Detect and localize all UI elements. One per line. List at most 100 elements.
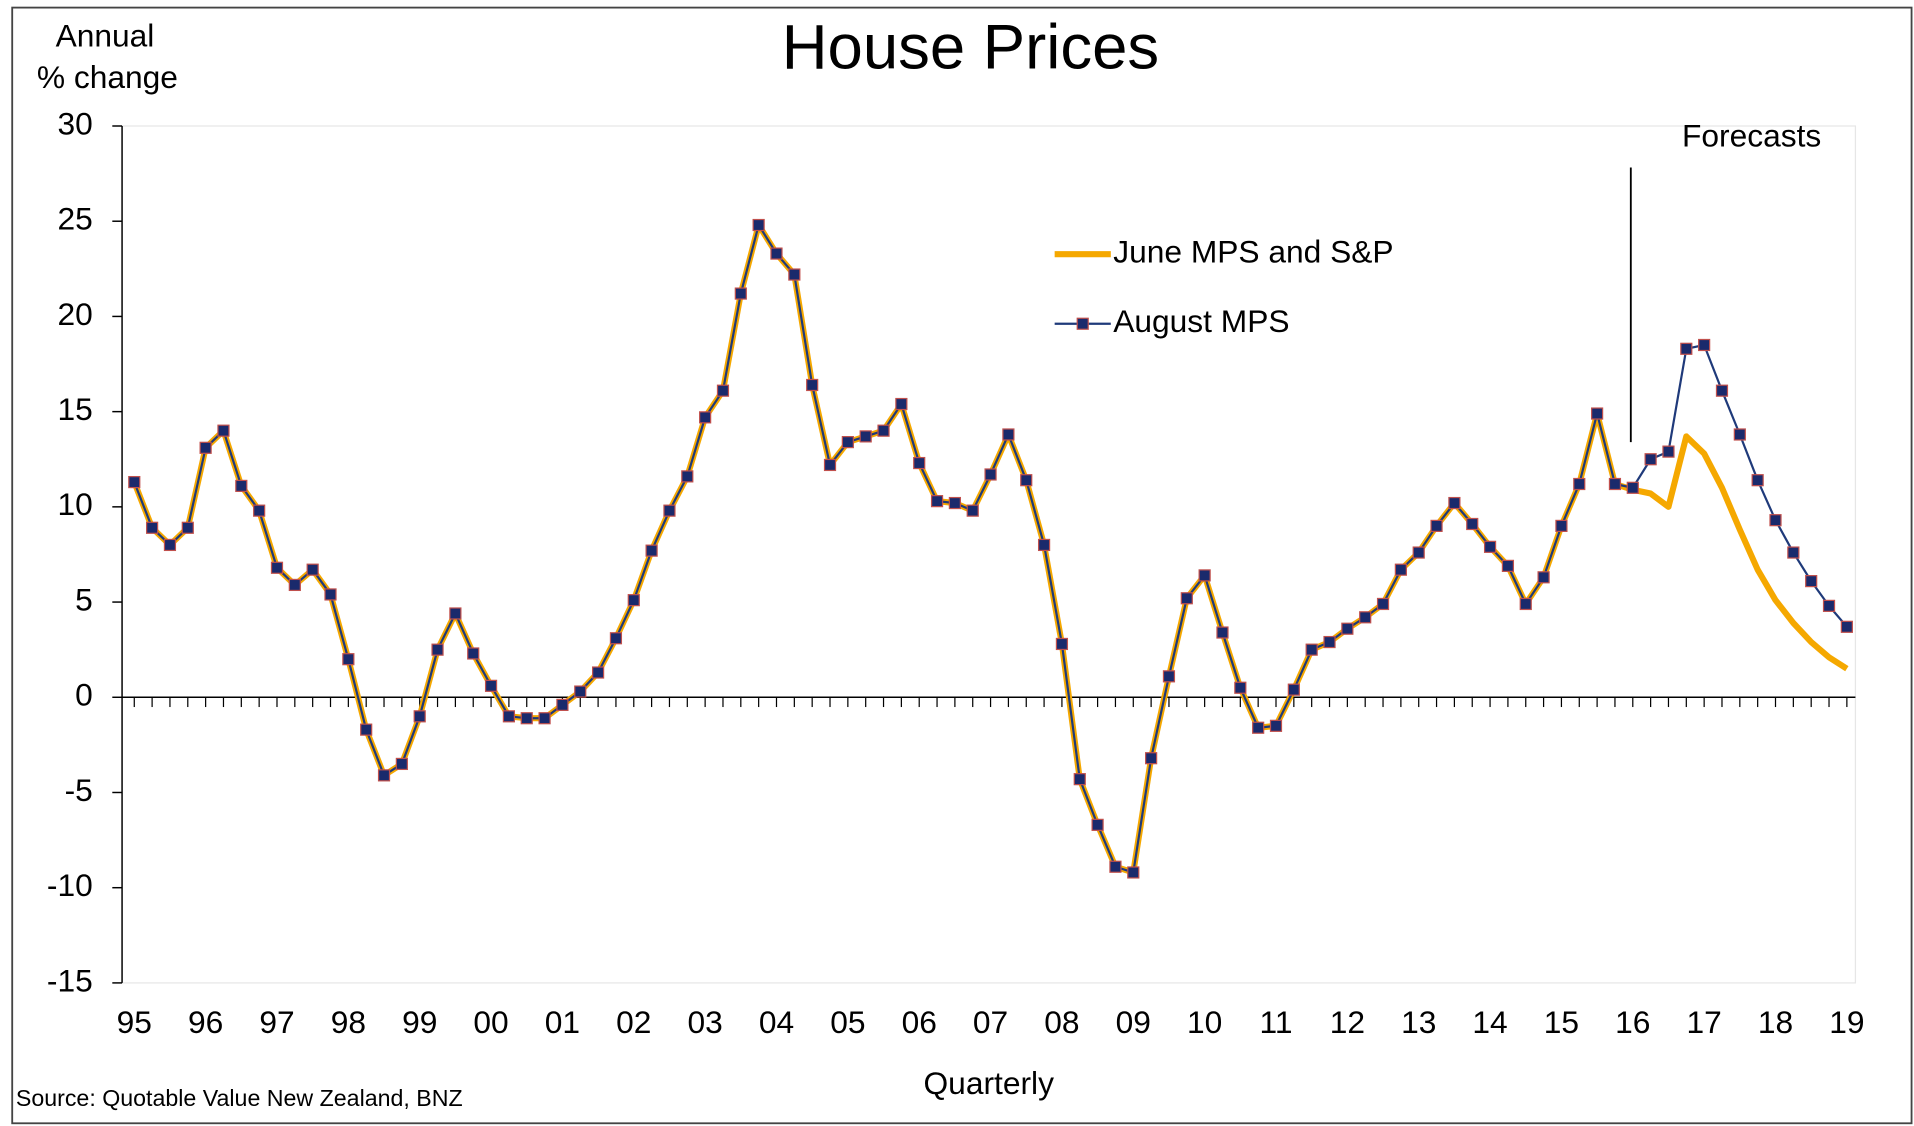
data-point	[663, 504, 676, 517]
x-tick-label: 10	[1187, 1004, 1222, 1040]
y-axis-label: Annual	[56, 17, 155, 53]
data-point	[966, 504, 979, 517]
data-point	[270, 561, 284, 574]
x-tick-label: 13	[1401, 1004, 1436, 1040]
x-tick-label: 19	[1829, 1004, 1864, 1040]
data-point	[1573, 477, 1586, 491]
data-point	[1519, 597, 1532, 611]
x-tick-label: 11	[1260, 1004, 1293, 1040]
y-tick-label: 30	[57, 105, 92, 141]
data-point	[235, 479, 248, 493]
data-point	[841, 436, 854, 449]
data-point	[1591, 407, 1604, 420]
data-point	[431, 643, 444, 656]
y-tick-label: 20	[57, 296, 92, 332]
data-point	[467, 647, 480, 660]
data-point	[1305, 643, 1318, 656]
data-point	[930, 495, 944, 508]
legend-marker	[1076, 317, 1089, 330]
data-point	[1376, 597, 1390, 611]
data-point	[217, 424, 230, 437]
data-point	[1198, 569, 1211, 582]
data-point	[306, 563, 319, 576]
source-note: Source: Quotable Value New Zealand, BNZ	[16, 1085, 463, 1111]
data-point	[591, 666, 605, 679]
data-point	[1466, 517, 1479, 531]
y-tick-label: -15	[47, 962, 93, 998]
data-point	[128, 475, 141, 489]
data-point	[1555, 519, 1568, 532]
data-point	[1180, 592, 1193, 605]
y-tick-label: 15	[57, 391, 92, 427]
data-point	[1840, 620, 1853, 633]
data-point	[1733, 428, 1746, 441]
data-point	[627, 594, 640, 607]
data-point	[324, 588, 337, 601]
y-tick-label: 10	[57, 486, 92, 522]
data-point	[823, 458, 837, 472]
data-point	[360, 723, 373, 736]
annotation: Forecasts	[1682, 118, 1821, 154]
y-tick-label: -10	[47, 867, 93, 903]
data-point	[1287, 683, 1300, 696]
data-point	[984, 468, 997, 481]
data-point	[716, 384, 730, 397]
data-point	[1127, 866, 1140, 879]
x-tick-label: 08	[1044, 1004, 1079, 1040]
data-point	[1216, 626, 1229, 639]
data-point	[1448, 496, 1461, 510]
data-point	[556, 698, 569, 711]
y-tick-label: 5	[75, 581, 93, 617]
data-point	[1483, 540, 1497, 553]
data-point	[1002, 428, 1015, 441]
data-point	[806, 378, 819, 392]
data-point	[1109, 860, 1122, 873]
data-point	[1751, 474, 1764, 487]
data-point	[1323, 635, 1336, 649]
x-tick-label: 00	[473, 1004, 508, 1040]
x-tick-label: 18	[1758, 1004, 1793, 1040]
data-point	[1091, 818, 1104, 831]
x-tick-label: 12	[1330, 1004, 1365, 1040]
legend-label: August MPS	[1113, 303, 1289, 339]
data-point	[1715, 384, 1729, 397]
chart-title: House Prices	[782, 12, 1159, 82]
data-point	[752, 218, 765, 232]
x-axis-label: Quarterly	[924, 1065, 1055, 1101]
data-point	[1501, 559, 1515, 572]
data-point	[895, 397, 908, 411]
data-point	[1644, 453, 1657, 466]
data-point	[181, 521, 194, 534]
y-tick-label: 25	[57, 201, 92, 237]
x-tick-label: 98	[331, 1004, 366, 1040]
plot-area	[121, 125, 1857, 984]
y-tick-label: 0	[75, 677, 93, 713]
y-tick-label: -5	[65, 772, 93, 808]
data-point	[1359, 611, 1372, 624]
data-point	[377, 769, 391, 782]
data-point	[1537, 571, 1550, 584]
data-point	[877, 424, 890, 437]
data-point	[1145, 752, 1158, 765]
data-point	[1020, 474, 1033, 487]
y-axis-label: % change	[37, 59, 178, 95]
data-point	[574, 685, 587, 698]
x-tick-label: 14	[1472, 1004, 1507, 1040]
data-point	[1252, 721, 1265, 734]
x-tick-label: 01	[545, 1004, 580, 1040]
legend-label: June MPS and S&P	[1113, 234, 1393, 270]
data-point	[859, 430, 872, 443]
chart-border	[11, 6, 1913, 1125]
data-point	[1805, 575, 1818, 588]
data-point	[1037, 538, 1051, 552]
x-tick-label: 96	[188, 1004, 223, 1040]
x-tick-label: 17	[1687, 1004, 1722, 1040]
data-point	[734, 287, 747, 300]
data-point	[146, 521, 159, 534]
data-point	[199, 441, 212, 454]
data-point	[502, 710, 516, 723]
data-point	[645, 544, 658, 557]
data-point	[1430, 519, 1443, 532]
